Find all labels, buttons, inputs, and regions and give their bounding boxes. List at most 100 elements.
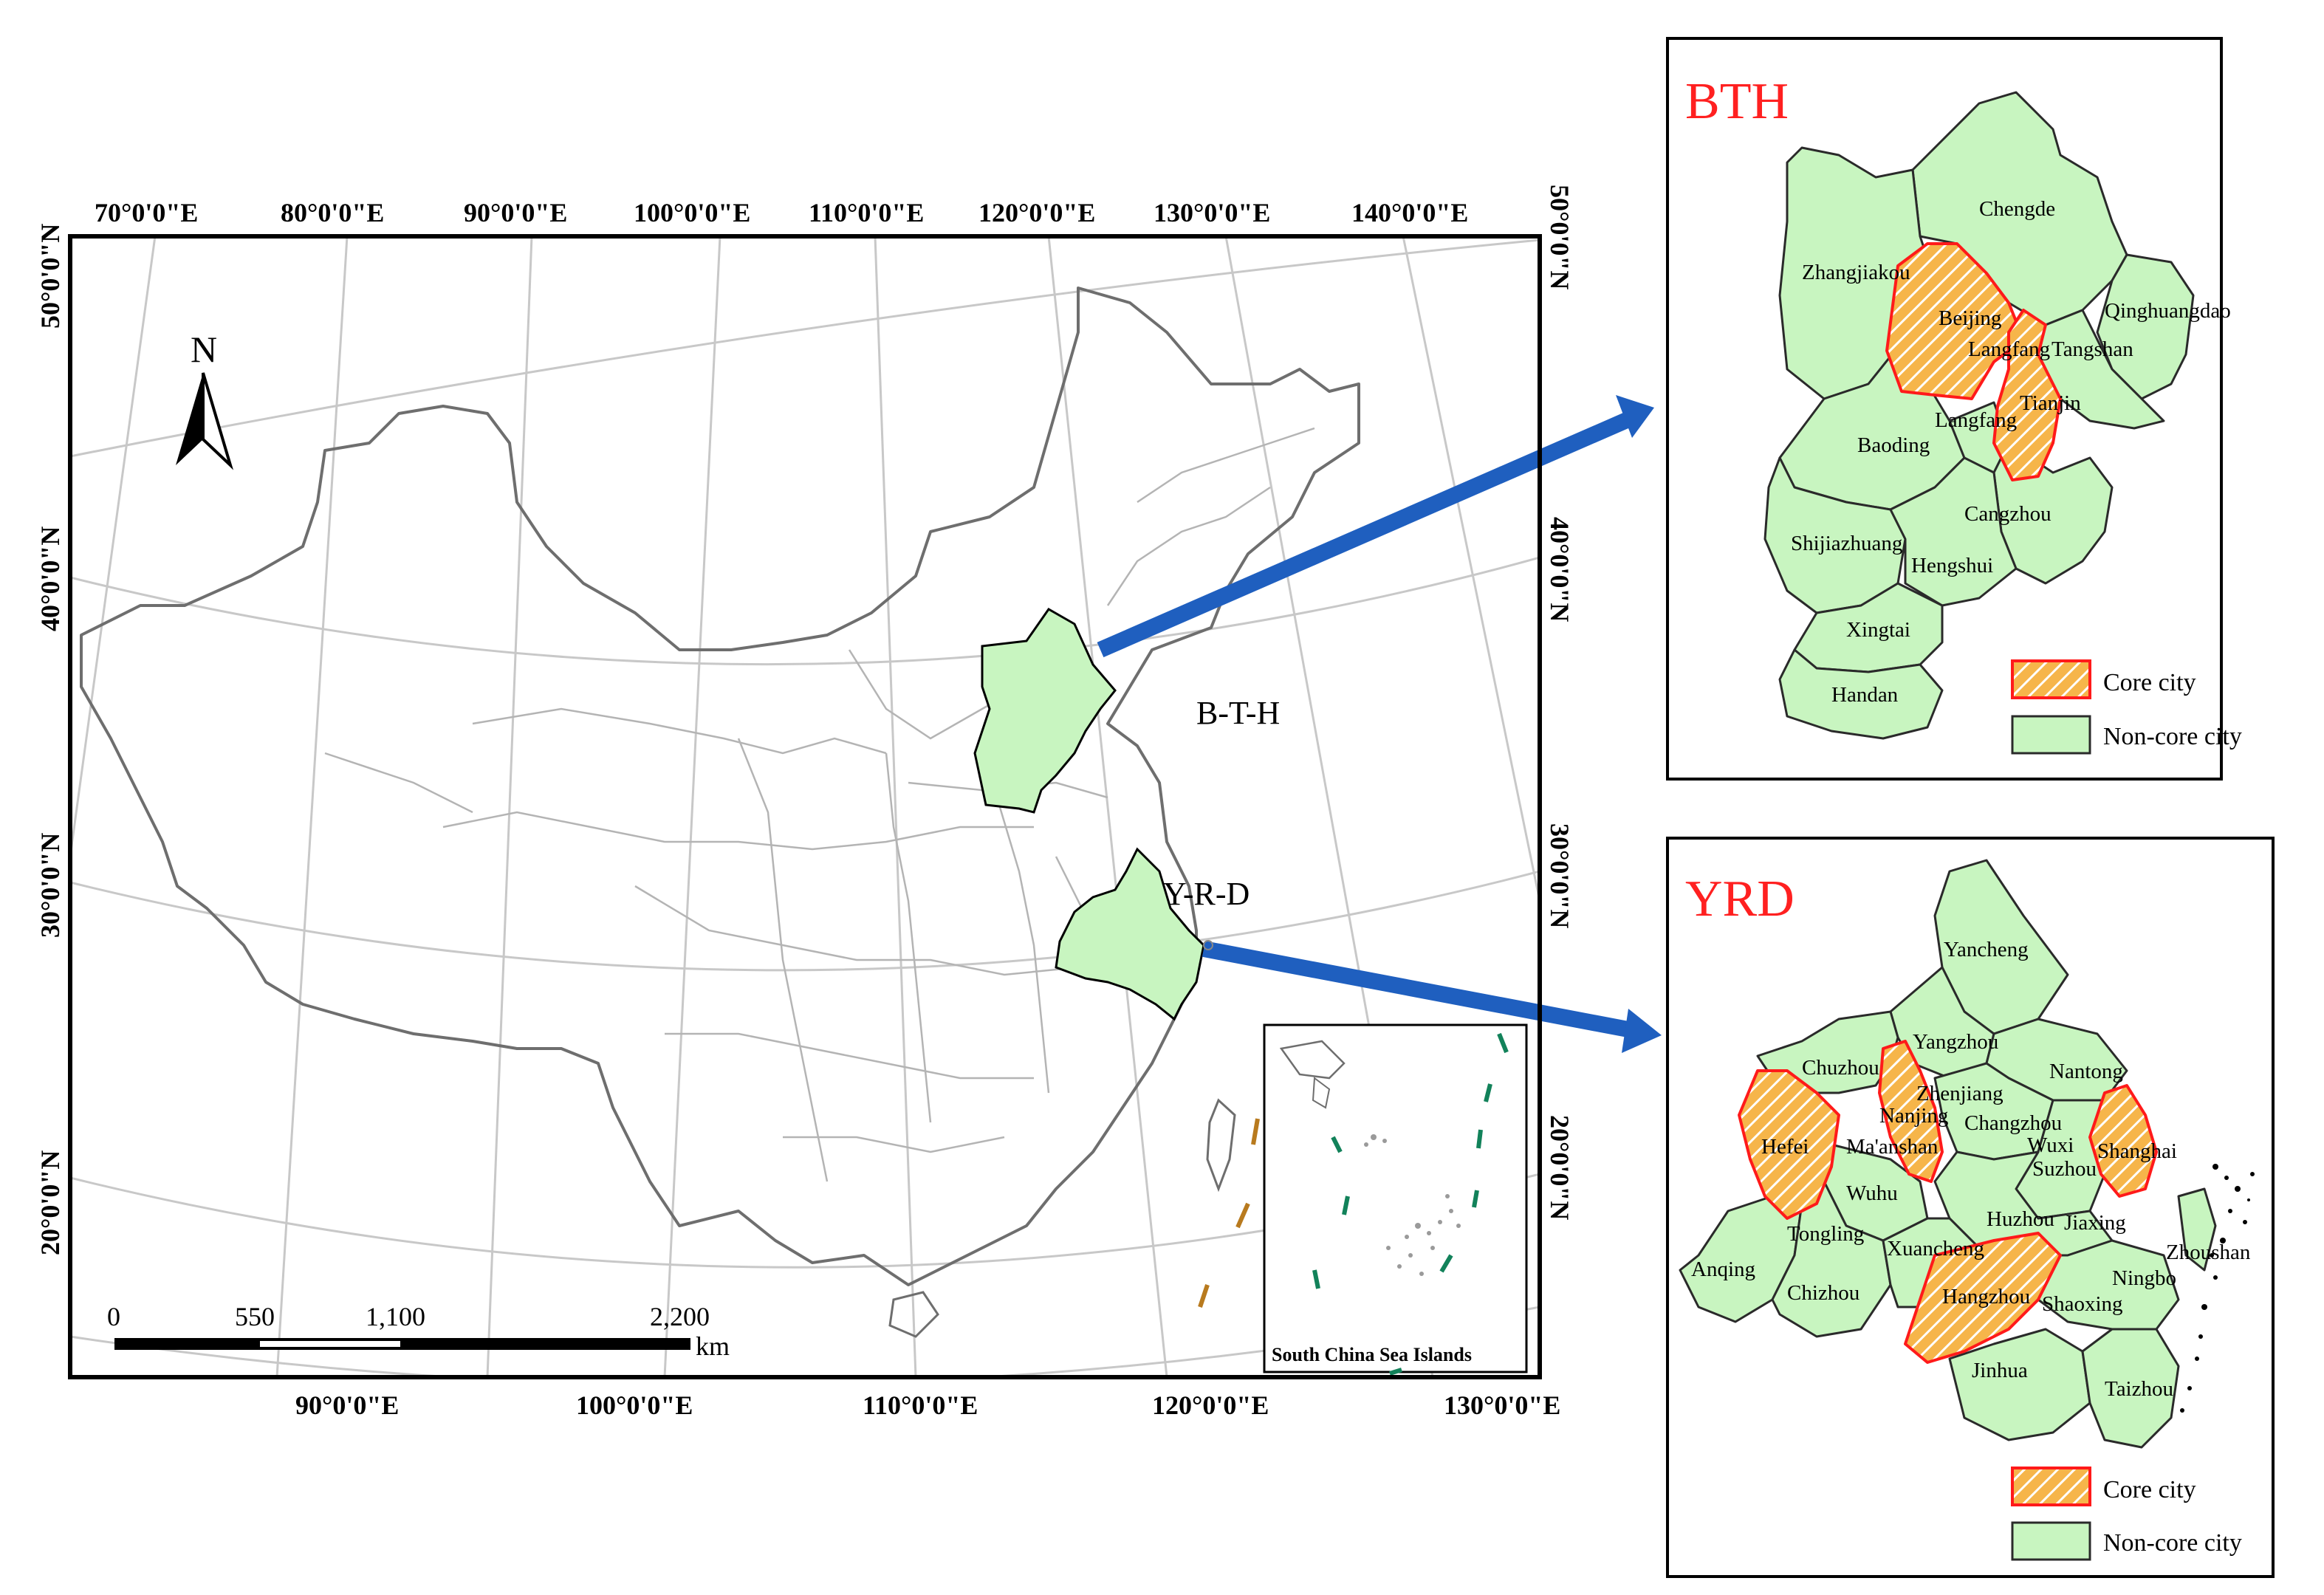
bth-region: [973, 608, 1117, 814]
city-region-shanghai: [2088, 1084, 2158, 1198]
lat-label-50n-left: 50°0'0"N: [35, 224, 65, 329]
city-label-zhangjiakou: Zhangjiakou: [1802, 261, 1910, 284]
bth-city-labels: Chengde Zhangjiakou Qinghuangdao Beijing…: [1791, 197, 2231, 707]
city-region-taizhou: [2081, 1328, 2180, 1449]
city-label-hengshui: Hengshui: [1911, 554, 1993, 577]
inset-label: South China Sea Islands: [1272, 1344, 1472, 1365]
yrd-panel: YRD: [1666, 837, 2275, 1578]
city-region-zhoushan: [2177, 1187, 2217, 1272]
lon-label-70e-top: 70°0'0"E: [95, 198, 198, 227]
city-label-maanshan: Ma'anshan: [1846, 1135, 1939, 1159]
city-region-shaoxing-ningbo: [2022, 1239, 2180, 1331]
city-label-wuhu: Wuhu: [1846, 1181, 1898, 1205]
city-label-shanghai: Shanghai: [2097, 1139, 2177, 1163]
city-label-shaoxing: Shaoxing: [2042, 1292, 2123, 1316]
bth-legend-noncore-swatch: [2011, 715, 2091, 755]
city-region-qinhuangdao: [2096, 253, 2195, 400]
city-label-hangzhou: Hangzhou: [1942, 1285, 2030, 1308]
bth-legend-noncore-label: Non-core city: [2103, 723, 2242, 750]
lat-label-50n-right: 50°0'0"N: [1545, 185, 1574, 289]
yrd-legend: Core city Non-core city: [2011, 1467, 2242, 1561]
city-label-xuancheng: Xuancheng: [1887, 1237, 1984, 1260]
south-china-sea-inset: South China Sea Islands: [1263, 1023, 1528, 1376]
lat-label-40n-left: 40°0'0"N: [35, 526, 65, 631]
lon-label-110e-bottom: 110°0'0"E: [863, 1390, 978, 1420]
city-label-langfang-south: Langfang: [1935, 408, 2017, 432]
city-label-handan: Handan: [1831, 683, 1899, 707]
city-label-tangshan: Tangshan: [2052, 337, 2133, 361]
top-longitude-labels: 70°0'0"E 80°0'0"E 90°0'0"E 100°0'0"E 110…: [95, 198, 1468, 227]
city-label-qinhuangdao: Qinghuangdao: [2105, 299, 2231, 323]
city-label-yangzhou: Yangzhou: [1913, 1030, 1998, 1054]
scale-tick-0: 0: [107, 1302, 120, 1331]
province-boundaries: [324, 427, 1315, 1182]
yrd-legend-noncore-label: Non-core city: [2103, 1529, 2242, 1557]
city-label-zhenjiang: Zhenjiang: [1916, 1082, 2003, 1105]
city-label-suzhou: Suzhou: [2032, 1157, 2097, 1181]
city-label-yancheng: Yancheng: [1944, 938, 2029, 961]
lon-label-100e-bottom: 100°0'0"E: [576, 1390, 693, 1420]
city-label-nanjing: Nanjing: [1879, 1104, 1948, 1128]
lat-label-20n-left: 20°0'0"N: [35, 1150, 65, 1255]
lon-label-140e-top: 140°0'0"E: [1351, 198, 1468, 227]
lat-label-40n-right: 40°0'0"N: [1545, 517, 1574, 622]
lon-label-110e-top: 110°0'0"E: [809, 198, 924, 227]
china-outline: [80, 287, 1360, 1286]
yrd-legend-core-label: Core city: [2103, 1476, 2196, 1503]
city-label-chengde: Chengde: [1979, 197, 2055, 221]
city-region-hengshui: [1889, 456, 2018, 607]
city-label-xingtai: Xingtai: [1846, 618, 1910, 642]
scale-tick-2200: 2,200: [650, 1302, 710, 1331]
lon-label-130e-bottom: 130°0'0"E: [1444, 1390, 1560, 1420]
yrd-map-label: Y-R-D: [1163, 876, 1250, 912]
sea-boundary-marks: [1198, 1118, 1260, 1308]
city-label-tongling: Tongling: [1787, 1222, 1864, 1246]
yrd-origin-marker: [1203, 940, 1213, 950]
city-label-nantong: Nantong: [2049, 1060, 2123, 1083]
lon-label-120e-top: 120°0'0"E: [978, 198, 1095, 227]
bottom-longitude-labels: 90°0'0"E 100°0'0"E 110°0'0"E 120°0'0"E 1…: [295, 1390, 1560, 1420]
city-label-anqing: Anqing: [1691, 1258, 1755, 1281]
north-arrow-letter: N: [191, 329, 217, 370]
city-region-hefei: [1738, 1069, 1840, 1220]
city-label-ningbo: Ningbo: [2112, 1266, 2176, 1290]
lon-label-120e-bottom: 120°0'0"E: [1152, 1390, 1269, 1420]
city-region-tongling-chizhou: [1771, 1180, 1892, 1338]
yrd-title: YRD: [1685, 871, 1795, 927]
hainan-island: [888, 1291, 939, 1338]
yrd-region: [1055, 847, 1205, 1021]
right-latitude-labels: 50°0'0"N 40°0'0"N 30°0'0"N 20°0'0"N: [1545, 185, 1574, 1220]
city-region-hangzhou: [1904, 1232, 2062, 1364]
city-label-cangzhou: Cangzhou: [1964, 502, 2052, 526]
city-region-tianjin: [1992, 309, 2062, 481]
north-arrow: N: [176, 329, 234, 470]
lat-label-30n-left: 30°0'0"N: [35, 833, 65, 938]
bth-legend: Core city Non-core city: [2011, 659, 2242, 755]
yrd-city-labels: Yancheng Yangzhou Chuzhou Nantong Zhenji…: [1691, 938, 2251, 1401]
bth-panel: BTH Chengde Zhangjiakou Qinghuangdao Bei…: [1666, 37, 2242, 781]
lat-label-20n-right: 20°0'0"N: [1545, 1115, 1574, 1220]
city-label-huzhou: Huzhou: [1987, 1207, 2054, 1231]
scale-tick-550: 550: [235, 1302, 275, 1331]
city-region-nanjing: [1878, 1040, 1944, 1183]
zhoushan-islands: [2180, 1164, 2255, 1413]
lon-label-80e-top: 80°0'0"E: [281, 198, 384, 227]
lat-label-30n-right: 30°0'0"N: [1545, 823, 1574, 928]
lon-label-90e-top: 90°0'0"E: [464, 198, 567, 227]
city-label-beijing: Beijing: [1939, 306, 2001, 330]
city-label-changzhou: Changzhou: [1964, 1111, 2062, 1135]
bth-map-label: B-T-H: [1196, 695, 1280, 731]
city-label-shijiazhuang: Shijiazhuang: [1791, 532, 1902, 555]
yrd-arrow: [1202, 941, 1662, 1053]
main-map-frame: [68, 234, 1542, 1379]
bth-legend-core-label: Core city: [2103, 669, 2196, 696]
bth-legend-core-swatch: [2011, 659, 2091, 699]
city-label-jiaxing: Jiaxing: [2064, 1211, 2126, 1235]
yrd-legend-core-swatch: [2011, 1467, 2091, 1506]
city-label-chizhou: Chizhou: [1787, 1281, 1859, 1305]
city-label-hefei: Hefei: [1761, 1135, 1809, 1159]
yrd-legend-noncore-swatch: [2011, 1521, 2091, 1561]
city-label-wuxi: Wuxi: [2027, 1133, 2074, 1157]
city-label-chuzhou: Chuzhou: [1802, 1056, 1879, 1080]
